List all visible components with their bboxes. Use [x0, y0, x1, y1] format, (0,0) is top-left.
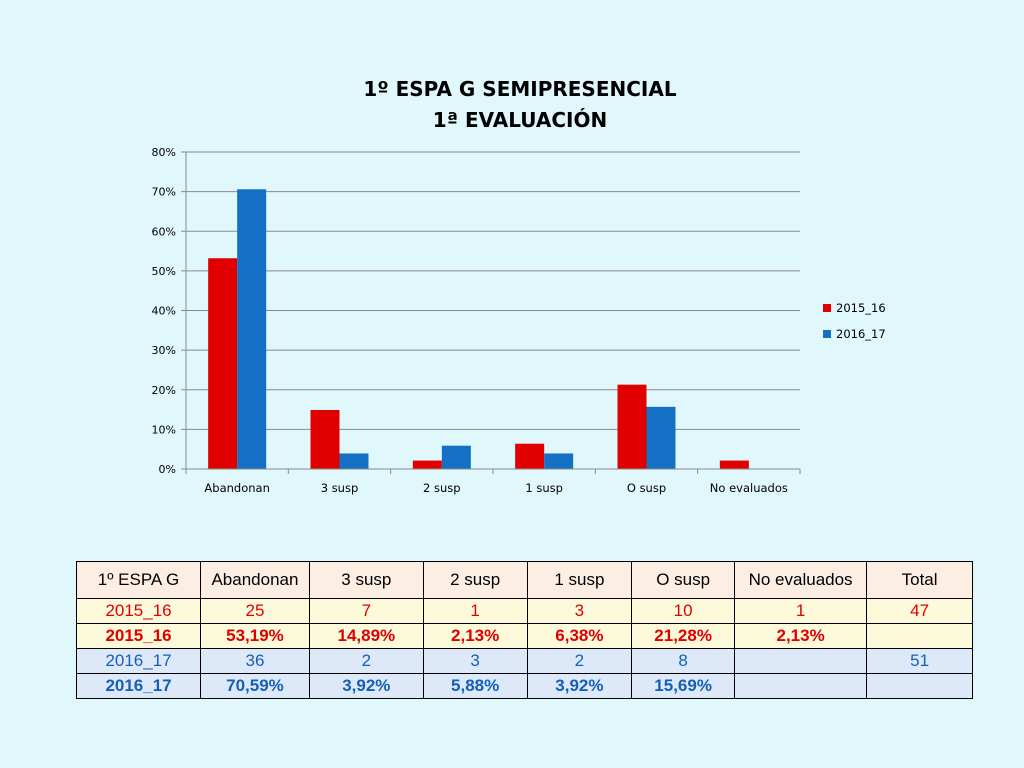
- table-cell: 6,38%: [526, 623, 633, 649]
- legend: 2015_16 2016_17: [823, 301, 886, 341]
- table-cell: 2016_17: [75, 673, 202, 699]
- table-cell: 15,69%: [631, 673, 735, 699]
- table-cell: 14,89%: [308, 623, 424, 649]
- table-cell: [733, 648, 868, 674]
- table-cell: 2: [526, 648, 633, 674]
- y-axis-ticks: 0% 10% 20% 30% 40% 50% 60% 70% 80%: [152, 146, 186, 476]
- table-cell: 3,92%: [526, 673, 633, 699]
- table-row: 2015_16 25 7 1 3 10 1 47: [75, 598, 973, 624]
- table-cell: 70,59%: [200, 673, 310, 699]
- bar-2016_17: [441, 445, 471, 469]
- bar-2016_17: [646, 406, 676, 469]
- bar-2015_16: [310, 409, 340, 469]
- table-cell: 53,19%: [200, 623, 310, 649]
- bar-2015_16: [515, 443, 545, 469]
- table-header-cell: No evaluados: [733, 561, 868, 599]
- table-header-cell: 2 susp: [422, 561, 528, 599]
- table-cell: 5,88%: [422, 673, 528, 699]
- bar-chart-svg: 1º ESPA G SEMIPRESENCIAL 1ª EVALUACIÓN 0…: [152, 77, 886, 495]
- table-cell: 47: [866, 598, 973, 624]
- bars: [208, 189, 749, 470]
- x-category-label: 3 susp: [321, 481, 359, 495]
- table-row: 2015_16 53,19% 14,89% 2,13% 6,38% 21,28%…: [75, 623, 973, 649]
- table-header-cell: 1º ESPA G: [75, 561, 202, 599]
- table-cell: 21,28%: [631, 623, 735, 649]
- x-category-label: No evaluados: [710, 481, 788, 495]
- bar-2016_17: [339, 453, 369, 469]
- y-tick-label: 60%: [152, 225, 176, 238]
- legend-swatch: [823, 304, 831, 312]
- bar-2015_16: [719, 460, 749, 469]
- y-tick-label: 10%: [152, 423, 176, 436]
- legend-label: 2016_17: [836, 327, 886, 341]
- legend-swatch: [823, 330, 831, 338]
- table-cell: 2016_17: [75, 648, 202, 674]
- table-header-cell: Total: [866, 561, 973, 599]
- table-cell: 1: [422, 598, 528, 624]
- table-cell: 8: [631, 648, 735, 674]
- table-cell: 2015_16: [75, 598, 202, 624]
- table-row: 2016_17 70,59% 3,92% 5,88% 3,92% 15,69%: [75, 673, 973, 699]
- y-tick-label: 70%: [152, 186, 176, 199]
- table-cell: 2,13%: [422, 623, 528, 649]
- table-row: 2016_17 36 2 3 2 8 51: [75, 648, 973, 674]
- table-cell: 3,92%: [308, 673, 424, 699]
- x-category-label: Abandonan: [204, 481, 269, 495]
- y-tick-label: 30%: [152, 344, 176, 357]
- table-cell: 25: [200, 598, 310, 624]
- table-header-cell: O susp: [631, 561, 735, 599]
- x-category-label: 2 susp: [423, 481, 461, 495]
- bar-2015_16: [617, 384, 647, 469]
- y-tick-label: 0%: [159, 463, 176, 476]
- y-tick-label: 80%: [152, 146, 176, 159]
- table-cell: 1: [733, 598, 868, 624]
- table-cell: 3: [526, 598, 633, 624]
- y-tick-label: 40%: [152, 305, 176, 318]
- table-cell: [733, 673, 868, 699]
- table-cell: 36: [200, 648, 310, 674]
- table-cell: 2015_16: [75, 623, 202, 649]
- table-cell: 3: [422, 648, 528, 674]
- table-header-row: 1º ESPA G Abandonan 3 susp 2 susp 1 susp…: [75, 561, 973, 599]
- x-axis-labels: Abandonan 3 susp 2 susp 1 susp O susp No eval…: [204, 481, 787, 495]
- chart-title-line-2: 1ª EVALUACIÓN: [433, 108, 607, 132]
- y-tick-label: 50%: [152, 265, 176, 278]
- gridlines: [186, 151, 800, 430]
- data-table: 1º ESPA G Abandonan 3 susp 2 susp 1 susp…: [75, 561, 973, 699]
- bar-2015_16: [208, 258, 238, 469]
- bar-2015_16: [412, 460, 442, 469]
- chart: 1º ESPA G SEMIPRESENCIAL 1ª EVALUACIÓN 0…: [152, 77, 886, 495]
- table-cell: [866, 673, 973, 699]
- table-cell: [866, 623, 973, 649]
- table-header-cell: 3 susp: [308, 561, 424, 599]
- table-cell: 2: [308, 648, 424, 674]
- table-cell: 7: [308, 598, 424, 624]
- x-category-label: 1 susp: [525, 481, 563, 495]
- y-tick-label: 20%: [152, 384, 176, 397]
- table-cell: 10: [631, 598, 735, 624]
- table-cell: 2,13%: [733, 623, 868, 649]
- bar-2016_17: [237, 189, 267, 470]
- legend-label: 2015_16: [836, 301, 886, 315]
- axes: [185, 152, 801, 474]
- bar-2016_17: [544, 453, 574, 469]
- table-header-cell: 1 susp: [526, 561, 633, 599]
- chart-title-line-1: 1º ESPA G SEMIPRESENCIAL: [363, 77, 676, 101]
- x-category-label: O susp: [627, 481, 666, 495]
- table-cell: 51: [866, 648, 973, 674]
- table-header-cell: Abandonan: [200, 561, 310, 599]
